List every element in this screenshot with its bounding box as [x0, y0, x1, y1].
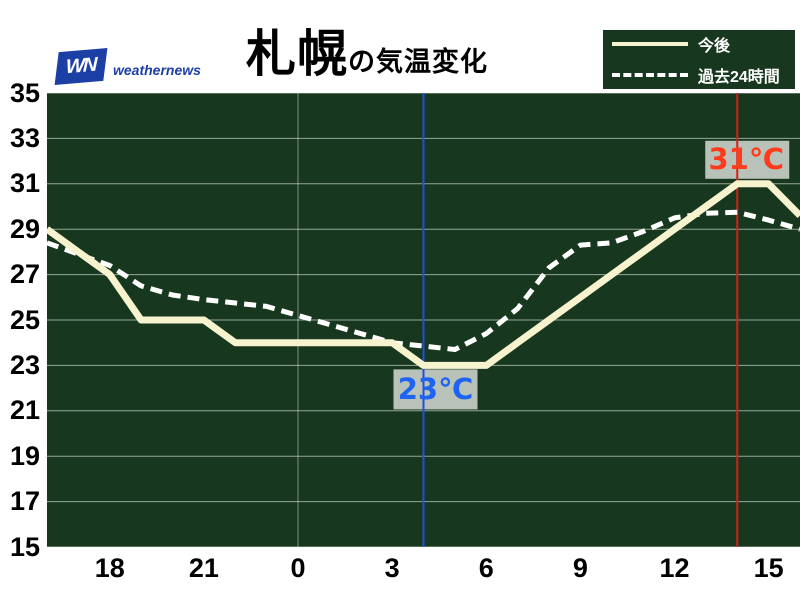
y-tick-label: 33 — [9, 122, 40, 153]
series-dashed — [47, 209, 800, 352]
y-tick-label: 23 — [9, 349, 40, 380]
title-city: 札幌 — [246, 26, 348, 82]
y-tick-label: 17 — [9, 486, 40, 517]
max-temp-label: 31℃ — [708, 141, 784, 176]
y-tick-label: 31 — [9, 168, 40, 199]
legend-item-forecast: 今後 — [612, 32, 789, 56]
y-tick-label: 15 — [9, 531, 40, 562]
series-solid — [47, 180, 800, 369]
legend-item-past24h: 過去24時間 — [612, 63, 789, 87]
x-tick-label: 6 — [478, 553, 494, 583]
weathernews-logo-icon: WN — [54, 47, 108, 86]
dashed-line-swatch-icon — [612, 73, 688, 77]
legend-label: 今後 — [698, 38, 731, 55]
y-tick-label: 21 — [9, 395, 40, 426]
title-suffix: の気温変化 — [348, 47, 488, 77]
page-title: 札幌 の気温変化 — [246, 14, 488, 86]
y-tick-label: 25 — [9, 304, 40, 335]
chart-legend: 今後 過去24時間 — [603, 30, 795, 89]
logo-wordmark: weathernews — [113, 62, 201, 78]
min-temp-label: 23℃ — [397, 372, 474, 407]
logo-monogram: WN — [65, 53, 97, 79]
legend-label: 過去24時間 — [698, 69, 780, 86]
y-tick-label: 35 — [9, 77, 40, 108]
solid-line-swatch-icon — [612, 42, 688, 46]
x-tick-label: 15 — [753, 553, 784, 583]
max-temp-box — [705, 140, 790, 179]
x-tick-label: 0 — [290, 553, 306, 583]
x-tick-label: 18 — [94, 553, 125, 583]
x-tick-label: 21 — [188, 553, 219, 583]
y-tick-label: 29 — [9, 213, 40, 244]
y-tick-label: 19 — [9, 440, 40, 471]
x-tick-label: 12 — [659, 553, 690, 583]
temperature-chart-plot — [47, 93, 800, 547]
x-tick-label: 3 — [384, 553, 400, 583]
min-temp-box — [393, 369, 478, 410]
y-tick-label: 27 — [9, 259, 40, 290]
x-tick-label: 9 — [572, 553, 588, 583]
